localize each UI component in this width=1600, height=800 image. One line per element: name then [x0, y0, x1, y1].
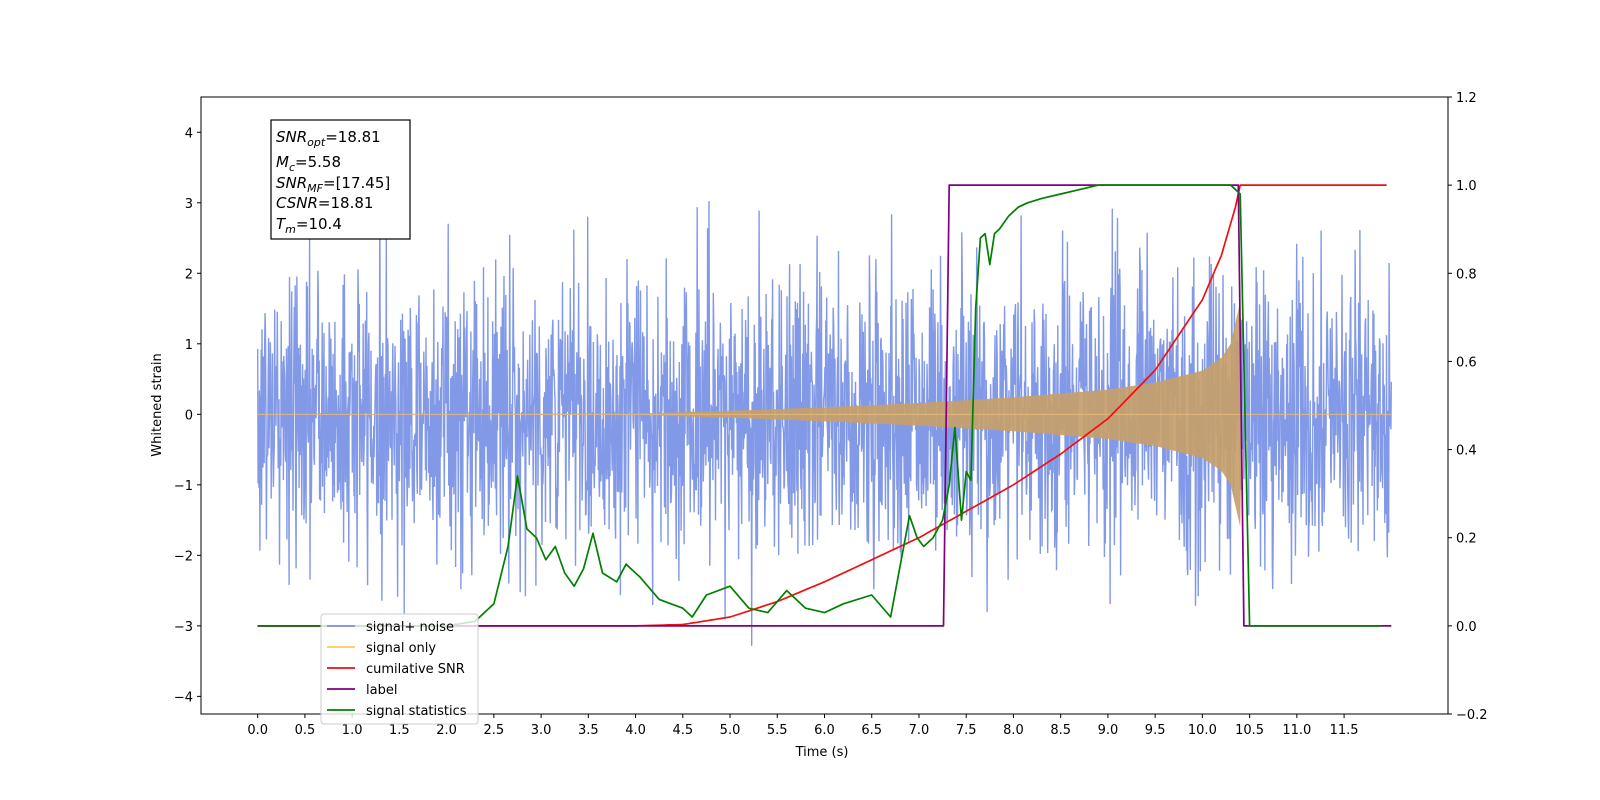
x-tick-label: 7.0 — [909, 723, 930, 738]
x-tick-label: 3.5 — [578, 723, 599, 738]
y-tick-label-left: −2 — [174, 549, 193, 564]
x-tick-label: 6.5 — [861, 723, 882, 738]
annotation-mc: Mc=5.58 — [276, 153, 341, 174]
annotation-frame — [270, 119, 411, 240]
y-tick-label-left: −3 — [174, 620, 193, 635]
x-tick-label: 6.0 — [814, 723, 835, 738]
x-tick-label: 0.0 — [247, 723, 268, 738]
x-tick-label: 5.5 — [767, 723, 788, 738]
y-axis-label: Whitened strain — [150, 353, 165, 456]
legend-box — [320, 613, 479, 725]
legend-label: signal statistics — [366, 704, 467, 719]
x-tick-label: 8.5 — [1050, 723, 1071, 738]
x-tick-label: 2.0 — [436, 723, 457, 738]
y-tick-label-left: −1 — [174, 479, 193, 494]
legend-label: signal only — [366, 641, 436, 656]
x-tick-label: 2.5 — [484, 723, 505, 738]
y-tick-label-left: 3 — [185, 197, 193, 212]
x-tick-label: 4.5 — [672, 723, 693, 738]
annotation-snr-opt: SNRopt=18.81 — [276, 128, 381, 149]
legend-label: signal+ noise — [366, 620, 454, 635]
annotation-box: SNRopt=18.81 Mc=5.58 SNRMF=[17.45] CSNR=… — [270, 119, 411, 240]
x-tick-label: 7.5 — [956, 723, 977, 738]
y-tick-label-right: 0.2 — [1456, 532, 1477, 547]
x-tick-label: 8.0 — [1003, 723, 1024, 738]
y-tick-label-right: 0.0 — [1456, 620, 1477, 635]
y-tick-label-left: −4 — [174, 690, 193, 705]
y-tick-label-left: 1 — [185, 338, 193, 353]
y-tick-label-right: 1.2 — [1456, 91, 1477, 106]
legend-label: cumilative SNR — [366, 662, 465, 677]
legend-label: label — [366, 683, 397, 698]
x-tick-label: 5.0 — [720, 723, 741, 738]
y-tick-label-left: 4 — [185, 126, 193, 141]
x-tick-label: 9.5 — [1145, 723, 1166, 738]
x-tick-label: 1.0 — [342, 723, 363, 738]
x-tick-label: 3.0 — [531, 723, 552, 738]
axes-layer: 0.0 0.5 1.0 1.5 2.0 2.5 3.0 3.5 4.0 4.5 5.0 5.5 6.0 6… — [174, 91, 1488, 738]
y-tick-label-right: 0.6 — [1456, 355, 1477, 370]
x-tick-label: 11.5 — [1330, 723, 1359, 738]
y-tick-label-left: 0 — [185, 408, 193, 423]
x-tick-label: 11.0 — [1282, 723, 1311, 738]
y-tick-label-right: −0.2 — [1456, 708, 1488, 723]
y-tick-label-right: 0.4 — [1456, 444, 1477, 459]
x-tick-label: 1.5 — [389, 723, 410, 738]
legend: signal+ noise signal only cumilative SNR la… — [320, 613, 479, 725]
x-axis-label: Time (s) — [795, 745, 849, 760]
annotation-csnr: CSNR=18.81 — [276, 194, 373, 212]
x-tick-label: 4.0 — [625, 723, 646, 738]
y-tick-label-left: 2 — [185, 267, 193, 282]
y-tick-label-right: 0.8 — [1456, 267, 1477, 282]
annotation-snr-mf: SNRMF=[17.45] — [276, 174, 390, 195]
series-signal-statistics — [257, 184, 1382, 627]
y-tick-label-right: 1.0 — [1456, 179, 1477, 194]
x-tick-label: 9.0 — [1098, 723, 1119, 738]
x-tick-label: 10.0 — [1188, 723, 1217, 738]
annotation-tm: Tm=10.4 — [276, 215, 342, 236]
x-tick-label: 0.5 — [295, 723, 316, 738]
x-tick-label: 10.5 — [1235, 723, 1264, 738]
